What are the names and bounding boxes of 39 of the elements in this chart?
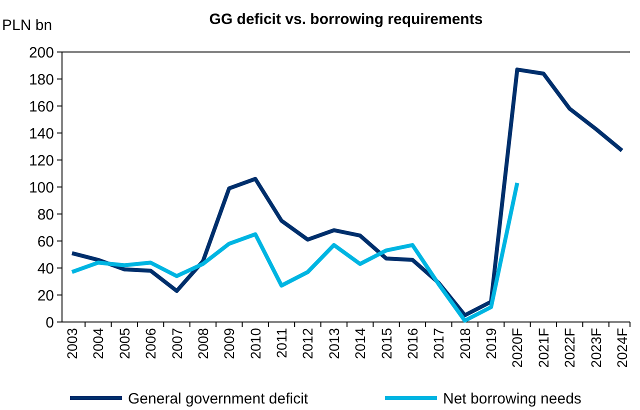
y-tick-label: 20 bbox=[37, 287, 54, 304]
x-tick-label: 2012 bbox=[300, 328, 316, 360]
x-tick-label: 2014 bbox=[352, 328, 368, 360]
y-tick-label: 40 bbox=[37, 260, 54, 278]
y-tick-label: 180 bbox=[28, 71, 54, 88]
x-tick-label: 2011 bbox=[274, 328, 290, 358]
x-tick-label: 2006 bbox=[142, 328, 159, 360]
x-tick-label: 2003 bbox=[64, 328, 80, 360]
y-tick-label: 0 bbox=[46, 314, 54, 332]
chart-title: GG deficit vs. borrowing requirements bbox=[209, 11, 483, 28]
x-tick-label: 2018 bbox=[456, 328, 473, 360]
y-tick-label: 100 bbox=[28, 179, 54, 196]
x-tick-label: 2010 bbox=[247, 328, 264, 360]
x-tick-label: 2013 bbox=[326, 328, 342, 360]
x-tick-label: 2007 bbox=[168, 328, 185, 360]
x-tick-label: 2019 bbox=[483, 328, 500, 360]
y-tick-label: 140 bbox=[28, 125, 54, 142]
x-tick-label: 2024F bbox=[614, 328, 630, 368]
line-series bbox=[70, 180, 520, 323]
x-tick-label: 2005 bbox=[116, 328, 132, 360]
x-tick-label: 2016 bbox=[404, 328, 420, 360]
y-tick-label: 200 bbox=[28, 44, 54, 62]
x-tick-label: 2015 bbox=[378, 328, 394, 360]
y-tick-label: 160 bbox=[28, 98, 54, 116]
y-tick-label: 60 bbox=[37, 233, 54, 250]
y-tick-label: 120 bbox=[28, 152, 54, 170]
x-tick-label: 2004 bbox=[90, 328, 106, 360]
line-series bbox=[70, 68, 624, 318]
x-tick-label: 2022F bbox=[562, 328, 578, 368]
y-axis-title: PLN bn bbox=[2, 17, 52, 34]
x-tick-label: 2020F bbox=[509, 328, 526, 368]
x-tick-label: 2009 bbox=[221, 328, 238, 360]
x-tick-label: 2023F bbox=[588, 328, 604, 368]
legend-label: Net borrowing needs bbox=[443, 390, 582, 408]
x-tick-label: 2008 bbox=[194, 328, 211, 360]
x-tick-label: 2017 bbox=[430, 328, 447, 360]
legend-label: General government deficit bbox=[128, 390, 309, 408]
y-tick-label: 80 bbox=[37, 206, 54, 224]
x-tick-label: 2021F bbox=[535, 328, 552, 368]
